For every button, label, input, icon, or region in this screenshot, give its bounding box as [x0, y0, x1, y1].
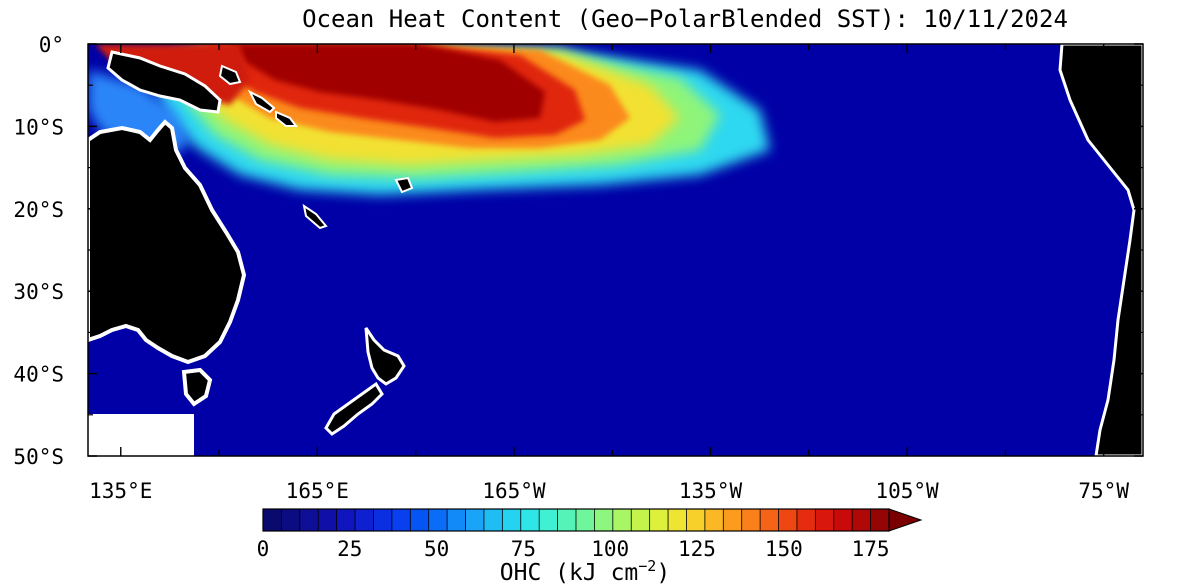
land-new-guinea: [106, 50, 222, 114]
map-title: Ocean Heat Content (Geo−PolarBlended SST…: [302, 5, 1068, 33]
colorbar-bin: [262, 508, 283, 532]
colorbar-tick-label: 125: [678, 537, 716, 561]
colorbar-bin: [759, 508, 780, 532]
colorbar-tick-label: 175: [852, 537, 890, 561]
plume-dark-red-core: [230, 44, 545, 122]
colorbar-tick-label: 100: [591, 537, 629, 561]
colorbar-bin: [612, 508, 632, 532]
colorbar-bin: [557, 508, 577, 532]
missing-data-patch: [88, 414, 194, 456]
lat-label: 30°S: [13, 280, 64, 304]
lat-label: 10°S: [13, 115, 64, 139]
latitude-axis: 0° 10°S 20°S 30°S 40°S 50°S: [13, 33, 1143, 469]
lat-label: 0°: [39, 33, 64, 57]
colorbar-bin: [594, 508, 614, 532]
land-new-zealand-south: [324, 381, 384, 436]
land-masses: [88, 44, 1143, 456]
colorbar-bin: [870, 508, 890, 532]
colorbar-bin: [428, 508, 448, 532]
colorbar-bin: [649, 508, 669, 532]
colorbar-bin: [796, 508, 817, 532]
lon-label: 105°W: [875, 479, 939, 503]
colorbar-extend-arrow: [888, 508, 923, 532]
lat-label: 20°S: [13, 198, 64, 222]
colorbar-bin: [538, 508, 559, 532]
colorbar-bin: [686, 508, 706, 532]
colorbar-bin: [722, 508, 743, 532]
lon-label: 165°W: [482, 479, 546, 503]
colorbar-bin: [501, 508, 522, 532]
colorbar-label: OHC (kJ cm−2): [500, 557, 670, 586]
colorbar-bin: [520, 508, 540, 532]
colorbar-tick-label: 0: [257, 537, 270, 561]
colorbar-bin: [667, 508, 688, 532]
colorbar-bin: [630, 508, 651, 532]
colorbar-bin: [354, 508, 375, 532]
land-fiji: [394, 176, 414, 194]
colorbar-label-end: ): [656, 560, 670, 586]
colorbar-bin: [465, 508, 485, 532]
colorbar-bin: [741, 508, 761, 532]
colorbar-tick-label: 50: [424, 537, 449, 561]
colorbar-bin: [851, 508, 872, 532]
colorbar-label-exponent: −2: [638, 557, 656, 575]
colorbar-tick-labels: 0 25 50 75 100 125 150 175: [257, 537, 890, 561]
colorbar-bin: [299, 508, 319, 532]
colorbar-bin: [281, 508, 301, 532]
colorbar-tick-label: 75: [511, 537, 536, 561]
land-australia: [88, 119, 247, 365]
land-bismarck-islands: [218, 64, 242, 86]
land-solomon-islands: [247, 89, 298, 127]
map-panel: [88, 44, 1143, 456]
colorbar-bin: [704, 508, 724, 532]
colorbar-bin: [483, 508, 504, 532]
colorbar-tick-label: 25: [337, 537, 362, 561]
lon-label: 165°E: [286, 479, 349, 503]
colorbar-bin: [575, 508, 596, 532]
colorbar-label-main: OHC (kJ cm: [500, 560, 638, 586]
colorbar-bin: [814, 508, 835, 532]
colorbar-bin: [446, 508, 467, 532]
colorbar-bin: [336, 508, 356, 532]
colorbar-bin: [778, 508, 798, 532]
colorbar-bin: [409, 508, 430, 532]
land-south-america: [1058, 44, 1143, 456]
lat-label: 40°S: [13, 363, 64, 387]
ohc-colorbar: [262, 508, 923, 532]
colorbar-bin: [391, 508, 411, 532]
lon-label: 75°W: [1078, 479, 1129, 503]
lon-label: 135°E: [89, 479, 152, 503]
colorbar-bin: [833, 508, 853, 532]
colorbar-tick-label: 150: [765, 537, 803, 561]
colorbar-frame: [262, 508, 890, 532]
lat-label: 50°S: [13, 445, 64, 469]
land-new-caledonia: [302, 203, 328, 230]
longitude-axis: 135°E 165°E 165°W 135°W 105°W 75°W: [89, 44, 1129, 503]
colorbar-bin: [373, 508, 393, 532]
land-tasmania: [181, 367, 213, 407]
colorbar-bin: [317, 508, 338, 532]
land-new-zealand-north: [364, 327, 406, 386]
lon-label: 135°W: [679, 479, 743, 503]
